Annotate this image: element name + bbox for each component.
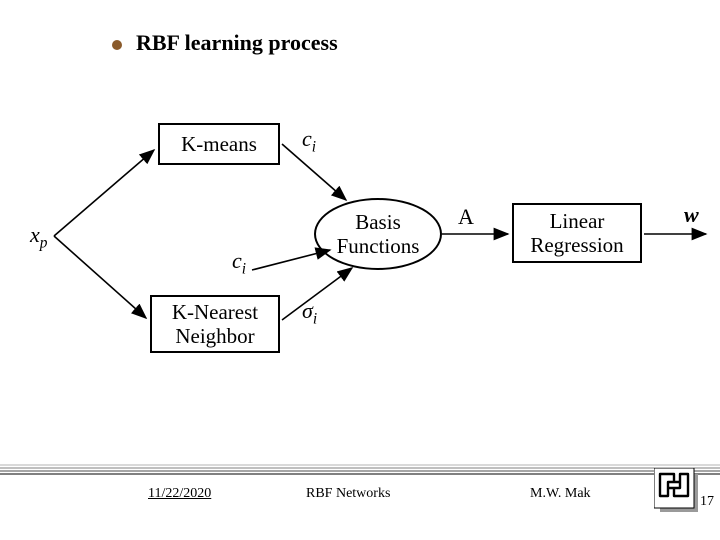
node-linear-regression: LinearRegression <box>512 203 642 263</box>
edge-label-xp: xp <box>30 222 47 252</box>
footer-date: 11/22/2020 <box>148 486 211 502</box>
edge-label-ci-mid: ci <box>232 248 246 278</box>
title-bullet <box>112 40 122 50</box>
footer-divider <box>0 463 720 477</box>
diagram-arrows <box>0 0 720 540</box>
node-knn: K-NearestNeighbor <box>150 295 280 353</box>
node-basis-label: BasisFunctions <box>337 210 420 258</box>
node-kmeans-label: K-means <box>181 132 257 156</box>
slide-title: RBF learning process <box>136 30 338 56</box>
node-knn-label: K-NearestNeighbor <box>172 300 258 348</box>
footer-author: M.W. Mak <box>530 486 591 502</box>
page-number: 17 <box>700 494 714 510</box>
polyu-logo <box>654 468 698 512</box>
footer-title: RBF Networks <box>306 486 390 502</box>
node-linreg-label: LinearRegression <box>530 209 623 257</box>
edge-label-sigma-i: σi <box>302 298 317 328</box>
node-basis-functions: BasisFunctions <box>314 198 442 270</box>
edge-label-ci-top: ci <box>302 126 316 156</box>
node-kmeans: K-means <box>158 123 280 165</box>
edge-label-w: w <box>684 202 699 228</box>
edge-label-A: A <box>458 204 474 230</box>
